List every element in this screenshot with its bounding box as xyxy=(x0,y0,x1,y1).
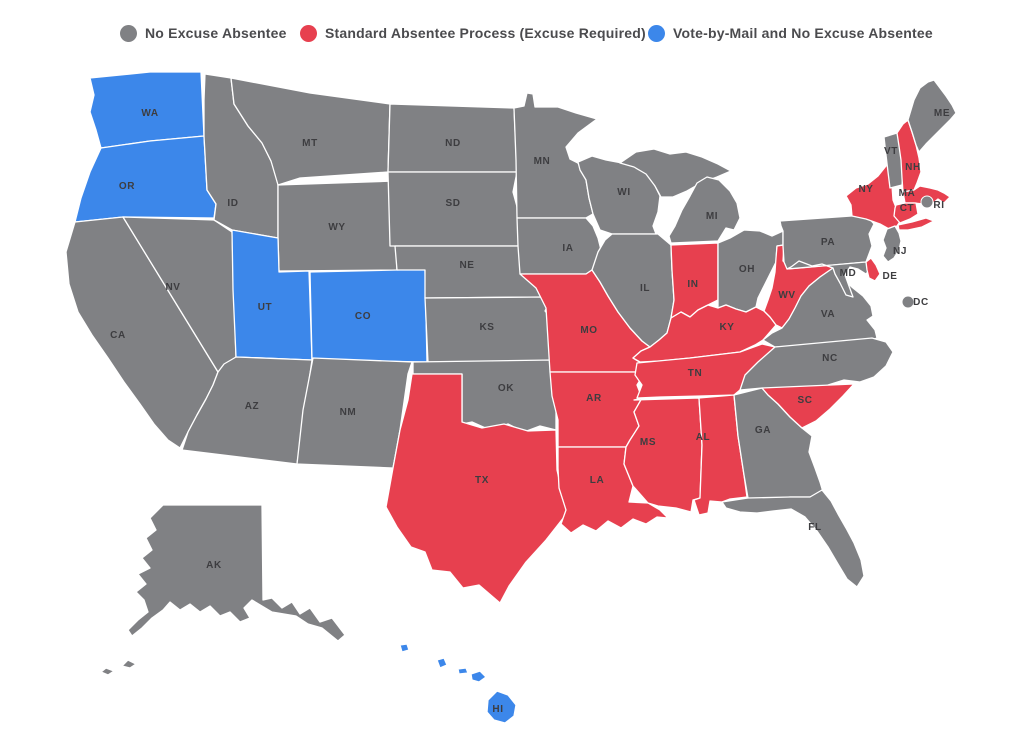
state-pa[interactable] xyxy=(779,214,875,270)
state-de[interactable] xyxy=(865,257,881,282)
state-sd[interactable] xyxy=(387,171,526,247)
state-la[interactable] xyxy=(557,446,669,534)
legend-label-vbm-no-excuse: Vote-by-Mail and No Excuse Absentee xyxy=(673,25,933,41)
state-mn[interactable] xyxy=(513,92,598,219)
state-ar[interactable] xyxy=(549,371,646,448)
state-mi[interactable] xyxy=(619,148,732,198)
legend: No Excuse Absentee Standard Absentee Pro… xyxy=(0,0,1024,52)
legend-dot-excuse-required-icon xyxy=(300,24,317,42)
state-ny[interactable] xyxy=(897,217,935,231)
state-co[interactable] xyxy=(309,268,428,363)
state-mi[interactable] xyxy=(668,176,741,244)
state-me[interactable] xyxy=(907,79,957,153)
state-ri-dot[interactable] xyxy=(920,195,934,209)
state-tx[interactable] xyxy=(385,373,569,604)
state-nm[interactable] xyxy=(296,357,413,469)
state-wy[interactable] xyxy=(277,180,398,272)
state-ct[interactable] xyxy=(893,202,919,224)
state-nd[interactable] xyxy=(387,103,518,173)
state-ak[interactable] xyxy=(121,659,137,669)
state-label-dc: DC xyxy=(913,297,929,308)
state-ia[interactable] xyxy=(516,217,602,275)
legend-item-vbm-no-excuse: Vote-by-Mail and No Excuse Absentee xyxy=(648,24,933,42)
legend-label-no-excuse: No Excuse Absentee xyxy=(145,25,287,41)
state-ak[interactable] xyxy=(100,667,115,676)
state-hi[interactable] xyxy=(399,643,410,653)
legend-label-excuse-required: Standard Absentee Process (Excuse Requir… xyxy=(325,25,646,41)
state-nj[interactable] xyxy=(882,225,902,263)
legend-dot-no-excuse-icon xyxy=(120,24,137,42)
state-md[interactable] xyxy=(786,260,872,298)
state-sc[interactable] xyxy=(761,383,855,429)
state-fl[interactable] xyxy=(721,489,865,588)
state-wa[interactable] xyxy=(89,71,205,149)
state-ks[interactable] xyxy=(424,296,553,363)
state-hi[interactable] xyxy=(470,670,487,683)
state-hi[interactable] xyxy=(457,667,469,675)
state-hi[interactable] xyxy=(436,657,448,669)
state-ms[interactable] xyxy=(623,397,703,513)
legend-dot-vbm-no-excuse-icon xyxy=(648,24,665,42)
state-ak[interactable] xyxy=(127,504,346,642)
legend-item-no-excuse: No Excuse Absentee xyxy=(120,24,287,42)
legend-item-excuse-required: Standard Absentee Process (Excuse Requir… xyxy=(300,24,646,42)
state-hi[interactable] xyxy=(486,690,517,724)
state-dc-dot[interactable] xyxy=(901,295,915,309)
state-or[interactable] xyxy=(74,135,217,223)
state-label-de: DE xyxy=(882,271,897,282)
